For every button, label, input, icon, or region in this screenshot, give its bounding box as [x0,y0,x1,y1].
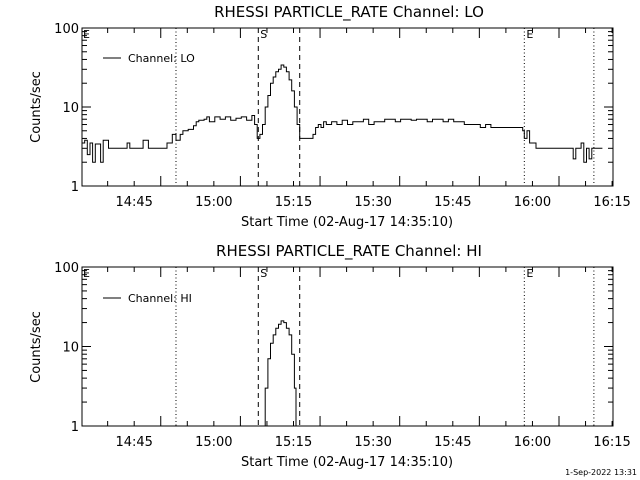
y-tick-label: 1 [71,420,79,435]
x-tick-label: 15:30 [354,435,391,450]
x-tick-label: 16:15 [593,435,630,450]
x-tick-label: 15:45 [434,195,471,210]
marker-label: E [526,28,533,41]
x-tick-label: 15:00 [195,435,232,450]
y-axis-label: Counts/sec [29,71,44,143]
x-axis-label: Start Time (02-Aug-17 14:35:10) [241,455,453,470]
marker-label: S [260,28,267,41]
marker-label: E [83,28,90,41]
x-tick-label: 14:45 [115,435,152,450]
x-tick-label: 15:30 [354,195,391,210]
x-tick-label: 16:15 [593,195,630,210]
legend-text: Channel: HI [128,292,192,305]
x-tick-label: 16:00 [514,195,551,210]
panel-lo-channel: RHESSI PARTICLE_RATE Channel: LO E S E 1 10… [29,3,631,230]
series-group [263,320,297,427]
x-axis: 14:45 15:00 15:15 15:30 15:45 16:00 16:15 [107,267,631,450]
y-tick-label: 100 [54,261,79,276]
x-tick-label: 14:45 [115,195,152,210]
chart-title: RHESSI PARTICLE_RATE Channel: LO [214,3,484,22]
y-axis: 1 10 100 [54,22,613,195]
series-group [82,64,603,163]
y-tick-label: 100 [54,22,79,37]
y-tick-label: 10 [62,341,79,356]
series-line [263,320,297,427]
y-axis: 1 10 100 [54,261,613,435]
legend-text: Channel: LO [128,52,195,65]
x-tick-label: 15:45 [434,435,471,450]
footer-timestamp: 1-Sep-2022 13:31 [565,468,637,477]
x-axis: 14:45 15:00 15:15 15:30 15:45 16:00 16:15 [107,28,631,210]
panel-hi-channel: RHESSI PARTICLE_RATE Channel: HI E S E 1 10… [29,242,631,470]
x-axis-label: Start Time (02-Aug-17 14:35:10) [241,215,453,230]
y-axis-label: Counts/sec [29,311,44,383]
x-tick-label: 16:00 [514,435,551,450]
plot-frame [81,266,614,427]
marker-label: S [260,267,267,280]
x-tick-label: 15:15 [275,435,312,450]
x-tick-label: 15:15 [275,195,312,210]
legend: Channel: HI [103,292,192,305]
chart-title: RHESSI PARTICLE_RATE Channel: HI [216,242,482,261]
y-tick-label: 10 [62,101,79,116]
y-tick-label: 1 [71,180,79,195]
x-tick-label: 15:00 [195,195,232,210]
series-line [82,64,603,163]
marker-label: E [83,267,90,280]
marker-label: E [526,267,533,280]
legend: Channel: LO [103,52,195,65]
